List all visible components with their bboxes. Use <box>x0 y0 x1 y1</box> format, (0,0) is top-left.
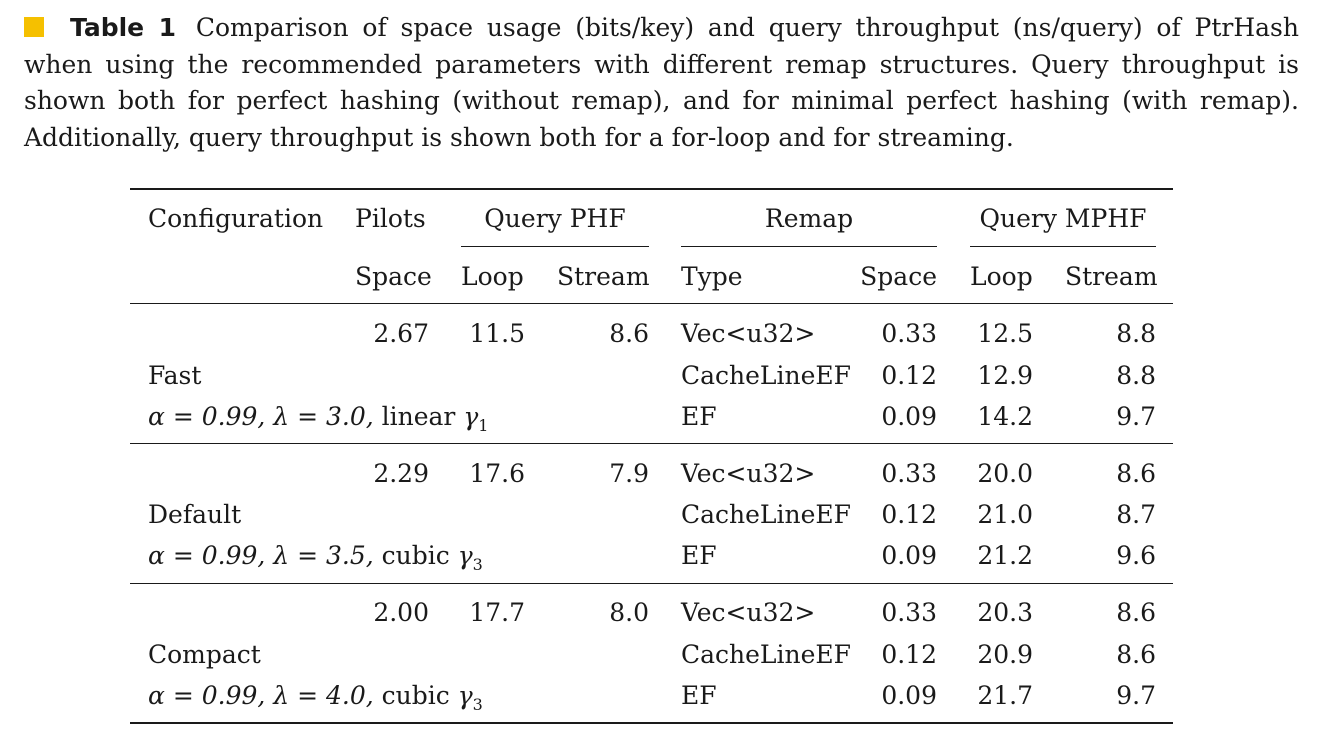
mphf-loop: 20.9 <box>977 640 1033 669</box>
header-remap-space: Space <box>860 262 937 291</box>
phf-stream-value: 8.6 <box>609 319 649 348</box>
param-lambda: λ = 3.5, <box>273 541 374 570</box>
param-gamma: γ <box>457 681 473 710</box>
mphf-loop: 21.2 <box>977 541 1033 570</box>
header-remap: Remap <box>764 204 854 233</box>
top-rule <box>130 188 1173 190</box>
mphf-loop: 12.9 <box>977 361 1033 390</box>
header-pilots: Pilots <box>355 204 426 233</box>
remap-type: CacheLineEF <box>681 500 852 529</box>
mphf-loop: 21.0 <box>977 500 1033 529</box>
param-alpha: α = 0.99, <box>148 541 266 570</box>
remap-type: EF <box>681 402 717 431</box>
param-func: linear <box>381 402 456 431</box>
mphf-stream: 9.7 <box>1116 681 1156 710</box>
param-gamma: γ <box>463 402 479 431</box>
remap-type: CacheLineEF <box>681 361 852 390</box>
param-lambda: λ = 4.0, <box>273 681 374 710</box>
mphf-stream: 8.6 <box>1116 598 1156 627</box>
phf-loop-value: 17.7 <box>469 598 525 627</box>
param-func: cubic <box>381 541 450 570</box>
mphf-loop: 21.7 <box>977 681 1033 710</box>
pilots-space-value: 2.00 <box>373 598 429 627</box>
pilots-space-value: 2.67 <box>373 319 429 348</box>
param-alpha: α = 0.99, <box>148 402 266 431</box>
caption-marker-icon <box>24 17 44 37</box>
bottom-rule <box>130 722 1173 724</box>
remap-space: 0.12 <box>881 640 937 669</box>
mphf-stream: 8.8 <box>1116 319 1156 348</box>
mphf-stream: 9.6 <box>1116 541 1156 570</box>
phf-stream-value: 8.0 <box>609 598 649 627</box>
configuration-name: Fast <box>148 361 202 390</box>
param-lambda: λ = 3.0, <box>273 402 374 431</box>
mphf-loop: 12.5 <box>977 319 1033 348</box>
header-rule <box>130 303 1173 305</box>
query-phf-cmidrule <box>461 246 649 248</box>
header-mphf-loop: Loop <box>970 262 1033 291</box>
remap-space: 0.33 <box>881 598 937 627</box>
group-rule-1 <box>130 443 1173 445</box>
header-mphf-stream: Stream <box>1065 262 1158 291</box>
remap-type: CacheLineEF <box>681 640 852 669</box>
remap-space: 0.33 <box>881 459 937 488</box>
mphf-stream: 8.8 <box>1116 361 1156 390</box>
param-gamma-sub: 3 <box>472 695 483 714</box>
mphf-loop: 14.2 <box>977 402 1033 431</box>
group-rule-2 <box>130 583 1173 585</box>
phf-loop-value: 17.6 <box>469 459 525 488</box>
remap-space: 0.12 <box>881 361 937 390</box>
phf-stream-value: 7.9 <box>609 459 649 488</box>
header-pilots-space: Space <box>355 262 432 291</box>
param-gamma-sub: 1 <box>478 416 489 435</box>
header-remap-type: Type <box>681 262 743 291</box>
configuration-name: Compact <box>148 640 261 669</box>
param-alpha: α = 0.99, <box>148 681 266 710</box>
configuration-params: α = 0.99, λ = 3.5, cubic γ3 <box>148 541 483 580</box>
phf-loop-value: 11.5 <box>469 319 525 348</box>
configuration-params: α = 0.99, λ = 4.0, cubic γ3 <box>148 681 483 720</box>
mphf-loop: 20.3 <box>977 598 1033 627</box>
remap-type: EF <box>681 681 717 710</box>
remap-type: Vec<u32> <box>681 319 816 348</box>
mphf-stream: 8.6 <box>1116 459 1156 488</box>
header-query-phf: Query PHF <box>484 204 626 233</box>
caption-text: Comparison of space usage (bits/key) and… <box>24 13 1299 152</box>
remap-type: Vec<u32> <box>681 598 816 627</box>
caption-label: Table 1 <box>70 13 177 42</box>
query-mphf-cmidrule <box>970 246 1156 248</box>
header-phf-stream: Stream <box>557 262 650 291</box>
header-configuration: Configuration <box>148 204 324 233</box>
header-query-mphf: Query MPHF <box>979 204 1147 233</box>
mphf-stream: 8.6 <box>1116 640 1156 669</box>
configuration-params: α = 0.99, λ = 3.0, linear γ1 <box>148 402 488 441</box>
table-caption: Table 1 Comparison of space usage (bits/… <box>24 10 1299 156</box>
remap-type: EF <box>681 541 717 570</box>
configuration-name: Default <box>148 500 242 529</box>
remap-cmidrule <box>681 246 937 248</box>
remap-space: 0.12 <box>881 500 937 529</box>
param-func: cubic <box>381 681 450 710</box>
mphf-loop: 20.0 <box>977 459 1033 488</box>
remap-space: 0.33 <box>881 319 937 348</box>
remap-space: 0.09 <box>881 402 937 431</box>
mphf-stream: 8.7 <box>1116 500 1156 529</box>
param-gamma-sub: 3 <box>472 555 483 574</box>
remap-space: 0.09 <box>881 681 937 710</box>
remap-type: Vec<u32> <box>681 459 816 488</box>
mphf-stream: 9.7 <box>1116 402 1156 431</box>
pilots-space-value: 2.29 <box>373 459 429 488</box>
param-gamma: γ <box>457 541 473 570</box>
remap-space: 0.09 <box>881 541 937 570</box>
header-phf-loop: Loop <box>461 262 524 291</box>
